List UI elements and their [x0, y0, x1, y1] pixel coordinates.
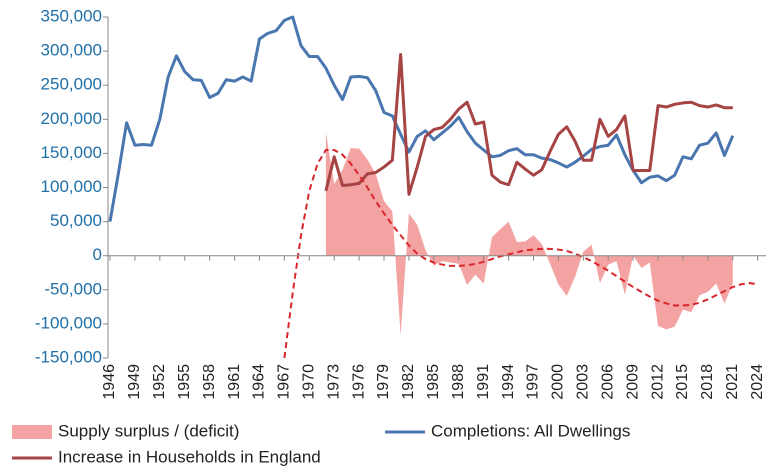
x-tick-label: 1967	[276, 364, 293, 400]
x-tick-label: 1982	[400, 364, 417, 400]
x-tick-label: 1997	[525, 364, 542, 400]
x-tick-label: 1958	[201, 364, 218, 400]
x-tick-label: 2003	[575, 364, 592, 400]
x-tick-label: 1952	[151, 364, 168, 400]
line	[324, 53, 733, 196]
x-tick-label: 2006	[599, 364, 616, 400]
legend-swatch	[12, 425, 52, 439]
trend-line	[283, 148, 758, 359]
x-tick-label: 1979	[375, 364, 392, 400]
x-tick-label: 2000	[550, 364, 567, 400]
x-tick-label: 1949	[126, 364, 143, 400]
legend-label: Supply surplus / (deficit)	[58, 421, 239, 440]
x-tick-label: 1994	[500, 364, 517, 400]
y-tick-label: 250,000	[41, 75, 102, 94]
x-tick-label: 1973	[325, 364, 342, 400]
x-tick-label: 2012	[649, 364, 666, 400]
y-tick-label: -150,000	[35, 347, 102, 366]
x-tick-label: 1946	[101, 364, 118, 400]
x-tick-label: 1970	[301, 364, 318, 400]
legend-label: Increase in Households in England	[58, 447, 321, 466]
legend-label: Completions: All Dwellings	[431, 421, 630, 440]
y-tick-label: 350,000	[41, 6, 102, 25]
x-tick-label: 1964	[251, 364, 268, 400]
line	[108, 15, 735, 222]
y-tick-label: 50,000	[50, 211, 102, 230]
x-tick-label: 1988	[450, 364, 467, 400]
y-tick-label: -100,000	[35, 313, 102, 332]
x-tick-label: 1985	[425, 364, 442, 400]
x-tick-label: 2024	[749, 364, 766, 400]
x-tick-label: 1976	[350, 364, 367, 400]
x-tick-label: 1955	[176, 364, 193, 400]
y-tick-label: 300,000	[41, 41, 102, 60]
y-tick-label: 150,000	[41, 143, 102, 162]
x-tick-label: 2021	[724, 364, 741, 400]
x-tick-label: 1961	[226, 364, 243, 400]
y-tick-label: 0	[93, 245, 102, 264]
y-tick-label: -50,000	[44, 279, 102, 298]
y-tick-label: 100,000	[41, 177, 102, 196]
x-tick-label: 2018	[699, 364, 716, 400]
x-tick-label: 1991	[475, 364, 492, 400]
y-tick-label: 200,000	[41, 109, 102, 128]
x-tick-label: 2015	[674, 364, 691, 400]
x-tick-label: 2009	[624, 364, 641, 400]
